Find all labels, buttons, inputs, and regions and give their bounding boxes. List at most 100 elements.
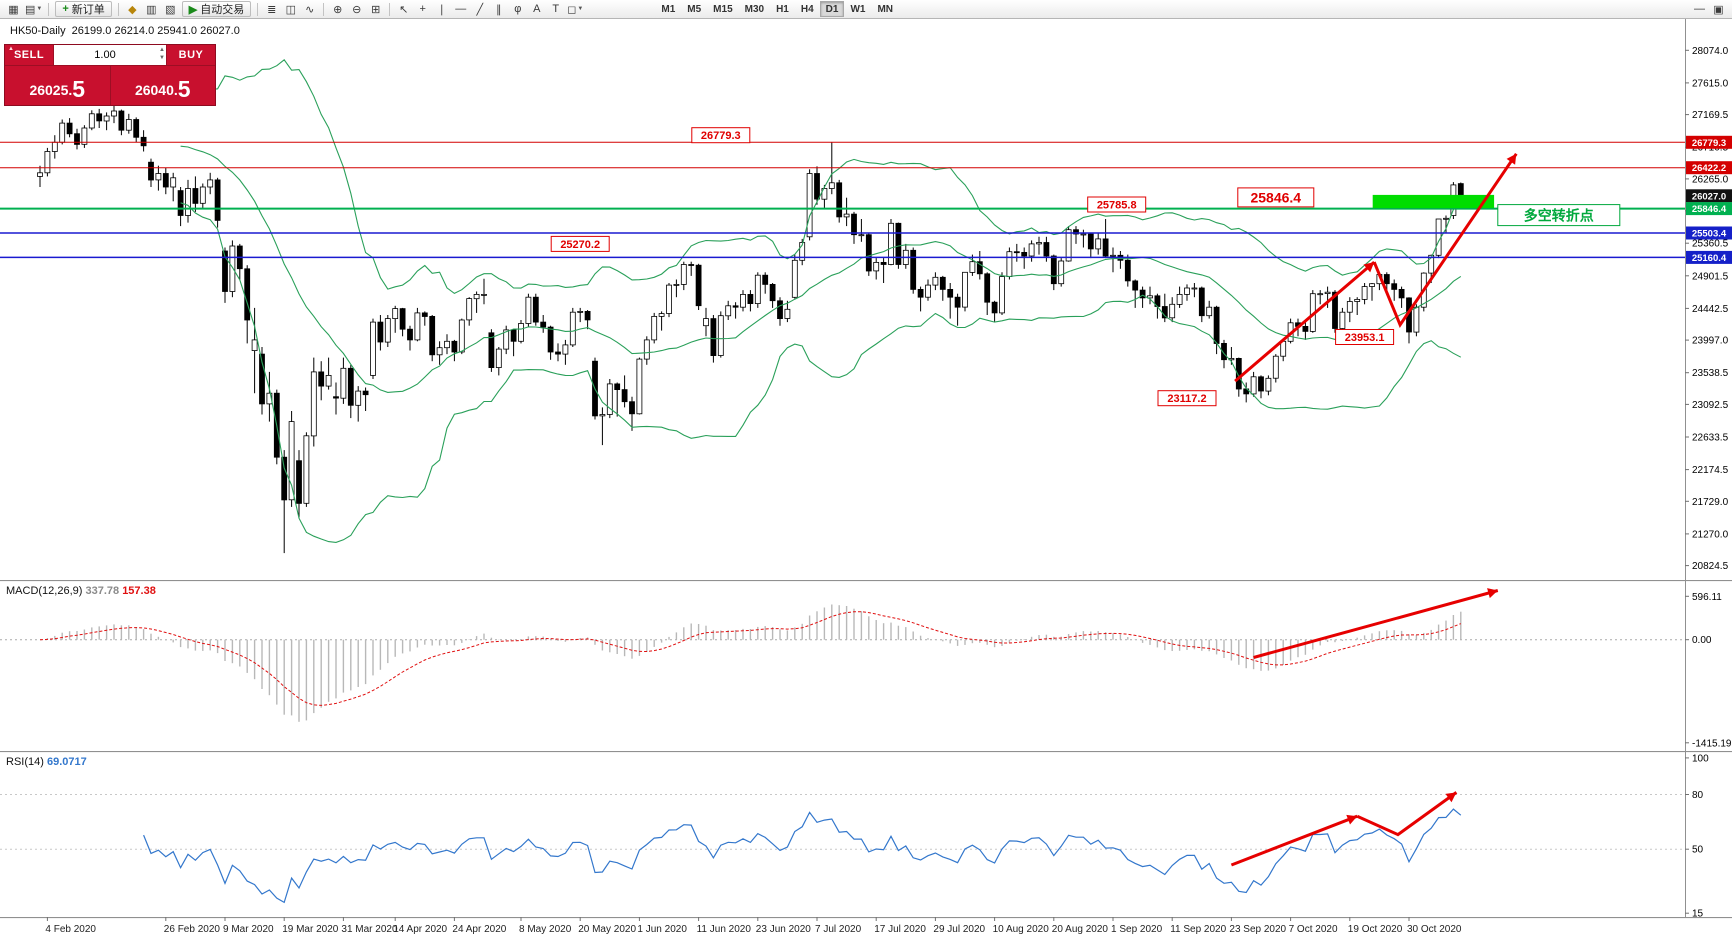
collapse-panel-icon[interactable]: ▲ xyxy=(8,46,14,52)
sell-price[interactable]: 26025. 5 xyxy=(5,66,111,105)
price-tag-26422.2 xyxy=(1686,161,1732,175)
candle xyxy=(577,310,584,313)
price-axis[interactable]: 28074.027615.027169.526710.526265.025816… xyxy=(1685,19,1732,920)
metaeditor-icon[interactable]: ◆ xyxy=(128,3,137,16)
candle xyxy=(1191,287,1198,290)
candle xyxy=(1110,254,1116,257)
toolbar-separator xyxy=(117,2,119,16)
buy-button[interactable]: BUY xyxy=(166,45,215,65)
candle xyxy=(858,234,865,237)
pivot-note[interactable]: 多空转折点 xyxy=(1497,204,1621,227)
candle xyxy=(547,326,554,353)
candle xyxy=(1036,242,1042,245)
volume-up-icon[interactable]: ▲ xyxy=(159,47,165,53)
chart-profiles-icon[interactable]: ▤ ▼ xyxy=(25,3,43,16)
market-watch-icon[interactable]: ▥ xyxy=(146,3,157,16)
text-label-icon[interactable]: T xyxy=(552,3,560,15)
price-label-box[interactable] xyxy=(691,127,751,144)
navigator-icon[interactable]: ▧ xyxy=(165,3,176,16)
volume-down-icon[interactable]: ▼ xyxy=(159,55,165,61)
candle xyxy=(347,367,354,406)
candle xyxy=(1443,217,1449,220)
sell-button[interactable]: SELL xyxy=(5,45,54,65)
candle xyxy=(1087,233,1094,250)
price-label-box[interactable] xyxy=(1157,390,1217,407)
candle xyxy=(680,264,687,285)
fibonacci-icon[interactable]: φ xyxy=(514,3,522,15)
trend-arrow-line[interactable] xyxy=(1372,152,1518,328)
candle xyxy=(244,268,251,321)
timeframe-m15[interactable]: M15 xyxy=(713,4,733,15)
candle xyxy=(185,188,191,216)
candle xyxy=(703,318,709,327)
candle xyxy=(1206,306,1213,317)
timeframe-mn[interactable]: MN xyxy=(877,4,894,15)
candle xyxy=(740,293,746,308)
buy-price-pip: 5 xyxy=(177,76,191,102)
candle xyxy=(1339,311,1346,329)
timeframe-w1[interactable]: W1 xyxy=(850,4,866,15)
macd-pane xyxy=(0,588,1685,722)
volume-input[interactable] xyxy=(54,45,166,65)
trend-arrow-head xyxy=(1346,814,1358,825)
price-label-box[interactable] xyxy=(1335,329,1395,345)
price-label-box[interactable] xyxy=(1087,196,1147,213)
horizontal-level-lines[interactable] xyxy=(0,141,1685,259)
horizontal-line-icon[interactable]: ― xyxy=(455,3,467,15)
trendline-icon[interactable]: ╱ xyxy=(476,3,484,16)
candle xyxy=(1265,377,1272,392)
timeframe-m5[interactable]: M5 xyxy=(687,4,702,15)
trend-arrow-line[interactable] xyxy=(1234,260,1376,383)
time-axis[interactable]: 4 Feb 2020 26 Feb 2020 9 Mar 2020 19 Mar 20… xyxy=(45,917,1462,935)
candle xyxy=(799,242,806,261)
candle xyxy=(969,261,976,273)
new-order-button[interactable]: + 新订单 xyxy=(55,1,112,17)
candle xyxy=(599,414,606,417)
candle xyxy=(1198,287,1205,317)
candle xyxy=(281,456,288,501)
candle xyxy=(658,313,665,317)
window-restore-icon[interactable]: ▣ xyxy=(1713,3,1724,16)
auto-trading-button[interactable]: ▶ 自动交易 xyxy=(181,1,252,17)
candlestick-chart-icon[interactable]: ◫ xyxy=(285,3,296,16)
price-tag-25846.4 xyxy=(1686,202,1732,216)
auto-trading-button-label: 自动交易 xyxy=(200,4,245,16)
text-icon[interactable]: A xyxy=(533,3,541,15)
candle xyxy=(1250,376,1257,395)
candle xyxy=(1184,287,1190,295)
timeframe-m30[interactable]: M30 xyxy=(744,4,765,15)
pane-separators[interactable] xyxy=(0,580,1732,919)
shapes-icon[interactable]: ◻ ▼ xyxy=(567,3,584,16)
trend-arrow-line[interactable] xyxy=(1253,589,1499,659)
vertical-line-icon[interactable]: ∣ xyxy=(439,3,445,16)
bar-chart-icon[interactable]: ≣ xyxy=(267,3,277,16)
new-chart-icon[interactable]: ▦ xyxy=(8,3,19,16)
price-label-box[interactable] xyxy=(1237,187,1315,208)
timeframe-h1[interactable]: H1 xyxy=(776,4,789,15)
crosshair-icon[interactable]: + xyxy=(419,3,426,15)
buy-price[interactable]: 26040. 5 xyxy=(111,66,216,105)
window-minimize-icon[interactable]: — xyxy=(1694,3,1705,15)
date-tick-label: 8 May 2020 xyxy=(519,924,572,935)
price-label-box[interactable] xyxy=(550,235,610,252)
trend-arrow-line[interactable] xyxy=(1356,791,1458,837)
timeframe-d1[interactable]: D1 xyxy=(819,1,845,17)
trend-arrow-line[interactable] xyxy=(1230,814,1358,867)
tile-windows-icon[interactable]: ⊞ xyxy=(371,3,381,16)
channel-icon[interactable]: ∥ xyxy=(496,3,502,16)
timeframe-m1[interactable]: M1 xyxy=(661,4,676,15)
line-chart-icon[interactable]: ∿ xyxy=(305,3,315,16)
cursor-icon[interactable]: ↖ xyxy=(399,3,409,16)
candle xyxy=(466,298,473,321)
timeframe-h4[interactable]: H4 xyxy=(800,4,814,15)
candle xyxy=(976,261,983,275)
rsi-tick-label: 100 xyxy=(1692,753,1709,764)
candle xyxy=(991,301,998,314)
zoom-out-icon[interactable]: ⊖ xyxy=(352,3,362,16)
candle xyxy=(636,358,643,415)
pivot-zone-rect[interactable] xyxy=(1372,194,1495,208)
date-tick-label: 23 Sep 2020 xyxy=(1229,924,1286,935)
zoom-in-icon[interactable]: ⊕ xyxy=(333,3,343,16)
macd-signal-line xyxy=(39,611,1461,706)
